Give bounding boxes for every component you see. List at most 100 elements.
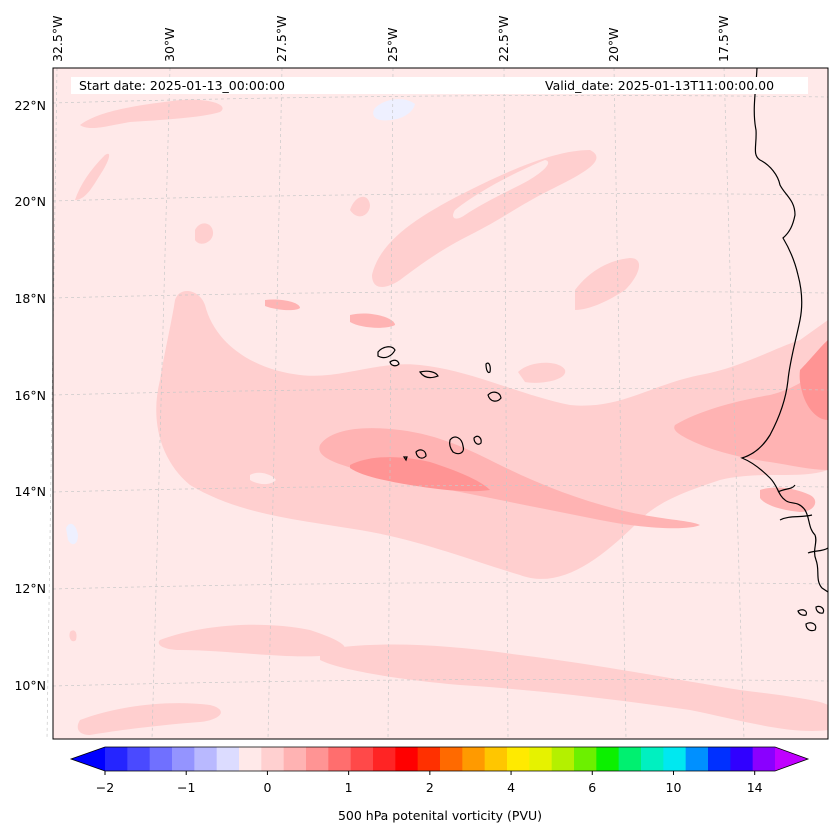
colorbar-segment	[730, 747, 754, 771]
pv-core-mid	[319, 428, 700, 529]
parallel-14n	[52, 484, 829, 493]
pv-blob-1	[195, 223, 214, 244]
colorbar-segment	[440, 747, 463, 771]
colorbar-segment	[529, 747, 553, 771]
longitude-label: 27.5°W	[274, 15, 289, 62]
pv-band-upper-hole	[453, 160, 549, 219]
colorbar-segment	[283, 747, 307, 771]
colorbar-segment	[127, 747, 151, 771]
colorbar-extend-min	[71, 747, 105, 771]
longitude-label: 22.5°W	[496, 15, 511, 62]
parallel-22n	[52, 95, 829, 104]
meridian-32-5w	[46, 67, 58, 740]
start-date-label: Start date: 2025-01-13_00:00:00	[79, 78, 285, 93]
header-box	[71, 77, 808, 94]
latitude-label: 14°N	[14, 484, 46, 499]
colorbar-tick-label: 6	[588, 780, 597, 795]
colorbar-segment	[685, 747, 709, 771]
colorbar-tick-label: 0	[263, 780, 272, 795]
island-santiago	[449, 436, 465, 455]
latitude-label: 20°N	[14, 194, 46, 209]
colorbar-segment	[194, 747, 218, 771]
pv-max-center	[350, 457, 490, 492]
latitude-label: 16°N	[14, 388, 46, 403]
colorbar-segment	[551, 747, 575, 771]
graticule	[46, 67, 829, 740]
pv-band-east	[575, 258, 640, 310]
colorbar-segment	[373, 747, 396, 771]
pv-negative-north	[373, 99, 415, 121]
island-sal	[485, 362, 491, 374]
colorbar-tick-label: 2	[425, 780, 434, 795]
colorbar-segment	[395, 747, 419, 771]
meridian-30w	[151, 67, 171, 740]
pv-blob-2	[350, 196, 370, 217]
pv-field	[66, 99, 828, 735]
island-maio	[473, 435, 482, 445]
colorbar-segment	[328, 747, 352, 771]
bissagos-1	[797, 609, 808, 616]
island-sao-nicolau	[419, 370, 439, 379]
colorbar-segment	[306, 747, 329, 771]
parallel-10n	[52, 678, 829, 687]
latitude-label: 22°N	[14, 98, 46, 113]
colorbar-segment	[105, 747, 128, 771]
gambia-river	[777, 484, 796, 493]
longitude-label: 17.5°W	[716, 15, 731, 62]
colorbar-tick-label: 1	[344, 780, 353, 795]
colorbar-segment	[596, 747, 620, 771]
colorbar-segment	[350, 747, 374, 771]
colorbar-segment	[618, 747, 642, 771]
colorbar-segment	[752, 747, 776, 771]
pv-band-sw	[77, 703, 221, 735]
pv-core-nw	[265, 299, 300, 311]
meridian-20w	[613, 67, 627, 740]
pv-core-center	[350, 313, 395, 328]
colorbar-segment	[484, 747, 508, 771]
pv-core-east	[674, 360, 828, 470]
colorbar-tick-label: 14	[746, 780, 763, 795]
latitude-label: 18°N	[14, 291, 46, 306]
colorbar	[69, 746, 810, 775]
colorbar-tick-label: 4	[507, 780, 516, 795]
island-brava	[402, 456, 408, 462]
longitude-label: 30°W	[162, 27, 177, 62]
coastline	[377, 67, 829, 632]
island-fogo	[415, 449, 427, 459]
pv-band-south	[158, 624, 345, 657]
pv-streak-nw	[80, 99, 223, 129]
pv-streak-nw2	[75, 153, 110, 200]
meridian-22-5w	[503, 67, 509, 740]
longitude-label: 20°W	[606, 27, 621, 62]
colorbar-segment	[462, 747, 486, 771]
colorbar-tick-label: −2	[95, 780, 115, 795]
parallel-18n	[52, 290, 829, 299]
colorbar-segment	[708, 747, 731, 771]
meridian-25w	[387, 67, 394, 740]
pv-band-main	[156, 290, 828, 579]
pv-max-east	[799, 340, 828, 420]
meridian-27-5w	[267, 67, 283, 740]
colorbar-segment	[216, 747, 240, 771]
coast-south	[807, 547, 829, 554]
colorbar-segment	[641, 747, 664, 771]
colorbar-segment	[239, 747, 262, 771]
latitude-label: 12°N	[14, 581, 46, 596]
colorbar-title: 500 hPa potenital vorticity (PVU)	[337, 808, 543, 823]
colorbar-tick-label: −1	[176, 780, 196, 795]
pv-band-upper	[372, 150, 597, 287]
bissagos-2	[805, 622, 817, 632]
colorbar-tick-label: 10	[665, 780, 682, 795]
bissagos-3	[815, 605, 825, 614]
island-santo-antao	[377, 346, 396, 359]
parallel-12n	[52, 581, 829, 590]
map-frame	[52, 67, 829, 740]
colorbar-segment	[261, 747, 285, 771]
longitude-label: 25°W	[385, 27, 400, 62]
pv-blob-4	[69, 630, 77, 642]
pv-band-south2	[320, 644, 828, 731]
colorbar-segment	[574, 747, 597, 771]
longitude-label: 32.5°W	[50, 15, 65, 62]
meridian-17-5w	[723, 67, 745, 740]
